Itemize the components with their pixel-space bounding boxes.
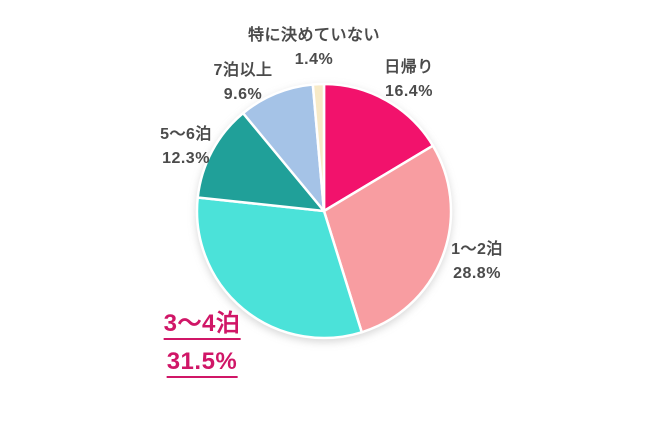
pie-slices-group (195, 82, 453, 340)
pie-slice-5 (311, 82, 326, 213)
slice-label: 特に決めていない (247, 27, 381, 44)
pie-slice-1 (322, 144, 453, 334)
label-5-6-nights: 5〜6泊 12.3% (160, 123, 212, 171)
slice-label: 5〜6泊 (160, 126, 212, 143)
label-undecided: 特に決めていない 1.4% (248, 24, 380, 72)
slice-percent: 28.8% (453, 265, 501, 282)
slice-label: 1〜2泊 (451, 241, 503, 258)
label-day-trip: 日帰り 16.4% (384, 56, 434, 104)
pie-slice-3 (196, 111, 326, 213)
label-1-2-nights: 1〜2泊 28.8% (451, 238, 503, 286)
slice-percent: 31.5% (164, 343, 241, 381)
label-3-4-nights-highlighted: 3〜4泊 31.5% (163, 305, 241, 381)
slice-percent: 16.4% (385, 83, 433, 100)
slice-percent: 1.4% (294, 51, 334, 68)
slice-percent: 12.3% (162, 150, 210, 167)
pie-slice-4 (241, 83, 326, 213)
slice-label: 7泊以上 (213, 62, 273, 79)
slice-label: 3〜4泊 (163, 305, 241, 343)
slice-percent: 9.6% (223, 86, 263, 103)
slice-label: 日帰り (384, 59, 434, 76)
pie-slice-0 (322, 82, 435, 213)
pie-slice-2 (195, 196, 363, 340)
label-7-plus-nights: 7泊以上 9.6% (214, 59, 273, 107)
